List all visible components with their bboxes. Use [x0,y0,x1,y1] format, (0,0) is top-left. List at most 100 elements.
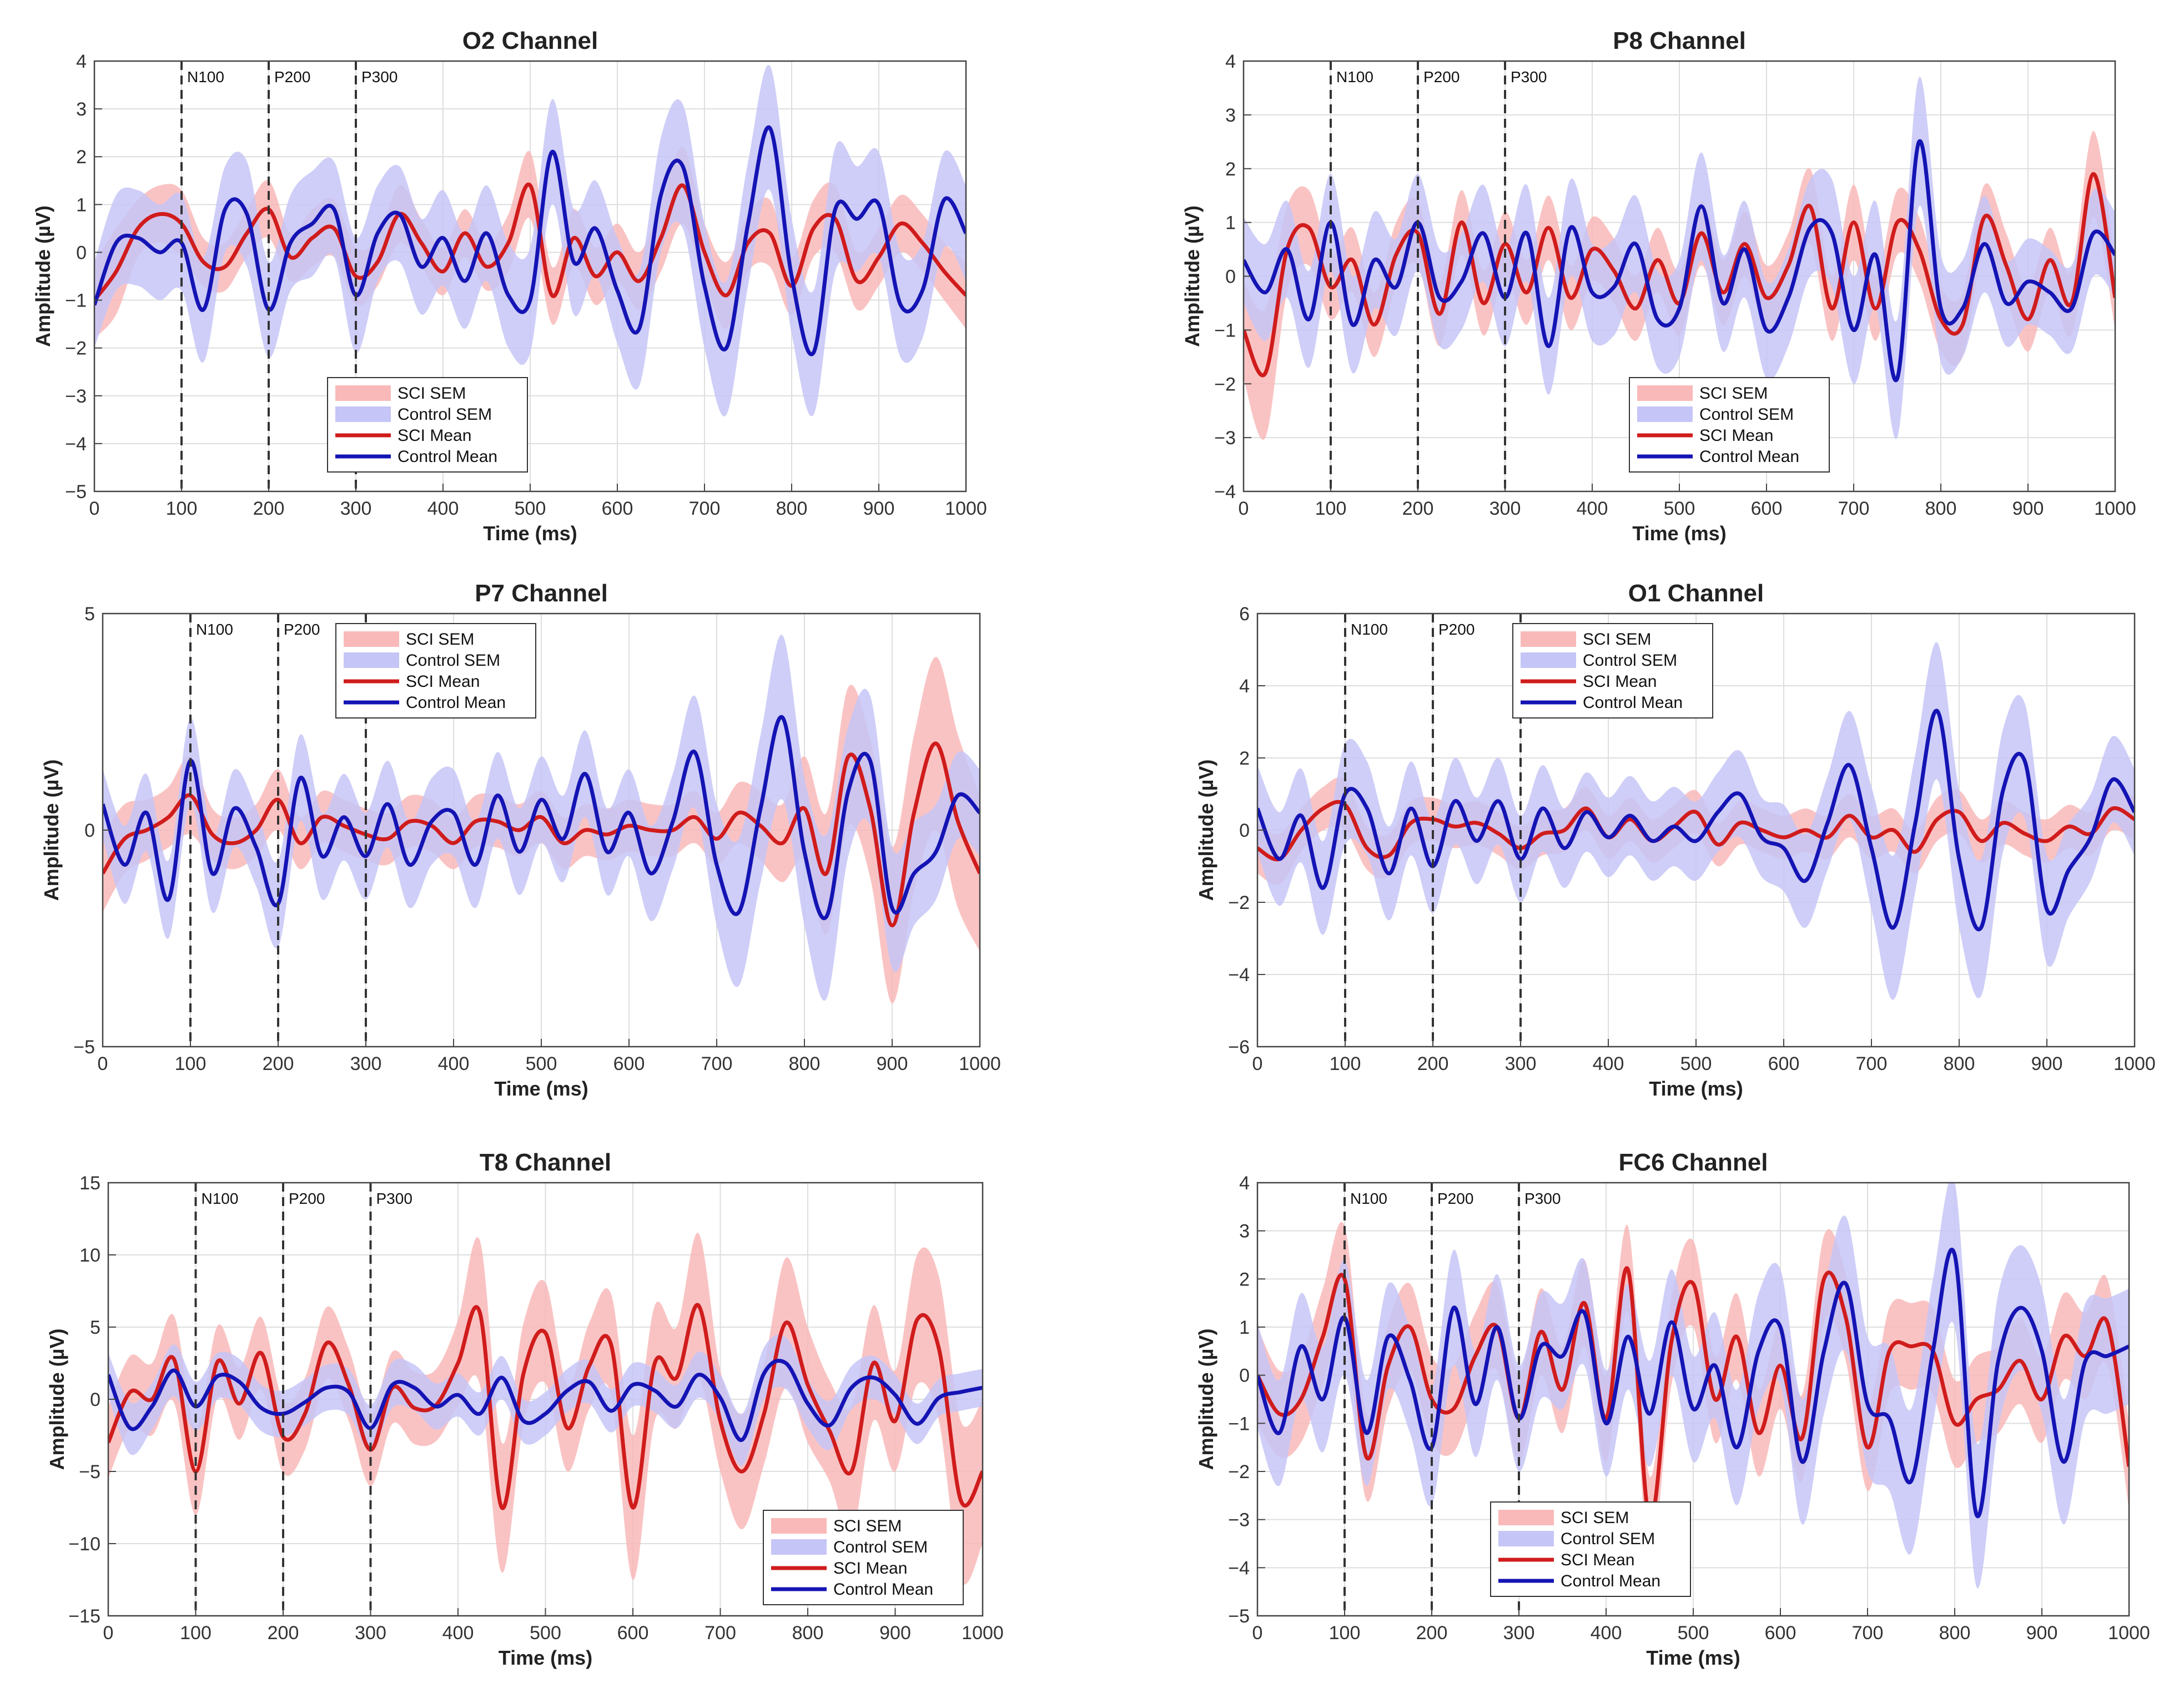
plot-content [1244,77,2115,440]
legend-entry: Control SEM [406,651,500,670]
y-tick-label: −2 [1228,892,1250,913]
legend-swatch [344,631,399,647]
control-mean-line [94,125,966,356]
x-tick-label: 900 [2031,1053,2063,1074]
x-tick-label: 500 [1678,1622,1709,1644]
y-tick-label: −3 [1214,428,1236,449]
legend-entry: SCI SEM [1583,630,1651,649]
plot-content [94,64,966,416]
y-tick-label: 3 [1225,105,1236,126]
y-tick-label: 1 [76,194,87,215]
y-tick-label: −1 [1228,1413,1250,1434]
control-sem-band [1257,1183,2129,1589]
x-tick-label: 300 [355,1622,386,1644]
control-mean-line [1257,709,2135,932]
x-tick-label: 600 [617,1622,649,1644]
y-tick-label: −4 [1214,481,1236,503]
sci-sem-band [108,1233,983,1585]
legend-entry: SCI SEM [833,1517,902,1535]
marker-label-p200: P200 [1437,1190,1473,1207]
y-tick-label: −5 [1228,1606,1250,1627]
x-tick-label: 700 [689,498,721,519]
marker-label-p200: P200 [274,68,310,86]
marker-label-n100: N100 [196,621,233,638]
legend-entry: SCI Mean [833,1559,907,1578]
legend-swatch [771,1518,827,1534]
y-tick-label: −2 [1214,374,1236,395]
y-axis-label: Amplitude (µV) [1181,205,1204,347]
legend-entry: Control Mean [1583,694,1683,712]
x-tick-label: 400 [1591,1622,1622,1644]
legend-entry: SCI SEM [397,384,466,403]
x-tick-label: 600 [1765,1622,1796,1644]
x-tick-label: 100 [1315,498,1347,519]
chart-panel-5: N100 P200 P300 0 100 200 300 400 500 600 700 800 900… [1195,1149,2150,1669]
x-tick-label: 900 [2026,1622,2058,1644]
marker-label-n100: N100 [187,68,224,86]
marker-label-p300: P300 [1511,68,1547,86]
x-tick-label: 900 [863,498,895,519]
x-tick-label: 300 [340,498,372,519]
x-tick-label: 300 [1503,1622,1535,1644]
y-tick-label: 4 [1239,1173,1250,1194]
x-axis-label: Time (ms) [1649,1077,1743,1100]
x-tick-label: 100 [1330,1053,1361,1074]
x-tick-label: 400 [442,1622,474,1644]
x-tick-label: 100 [166,498,198,519]
chart-panel-3: N100P200P3000100200300400500600700800900… [1195,580,2156,1100]
marker-label-n100: N100 [1336,68,1373,86]
x-tick-label: 500 [515,498,546,519]
x-tick-label: 400 [427,498,459,519]
y-tick-label: −3 [1228,1510,1250,1531]
y-tick-label: 4 [1225,51,1236,72]
x-tick-label: 500 [526,1053,557,1074]
x-tick-label: 1000 [962,1622,1004,1644]
y-tick-label: 0 [1225,267,1236,288]
y-tick-label: −2 [65,338,87,359]
control-sem-band [94,64,966,416]
legend-entry: Control Mean [397,448,497,466]
x-tick-label: 200 [1402,498,1434,519]
legend-swatch [335,406,391,422]
x-tick-label: 900 [2012,498,2044,519]
x-tick-label: 800 [789,1053,821,1074]
y-tick-label: 4 [76,51,87,72]
x-tick-label: 1000 [2113,1053,2156,1074]
x-tick-label: 0 [1239,498,1249,519]
x-tick-label: 800 [1925,498,1957,519]
chart-title: O2 Channel [462,27,598,54]
x-tick-label: 800 [1939,1622,1971,1644]
marker-label-n100: N100 [1350,1190,1387,1207]
x-tick-label: 400 [1593,1053,1624,1074]
y-tick-label: 1 [1239,1317,1250,1338]
legend: SCI SEM Control SEM SCI Mean Control Mean [1490,1501,1691,1597]
sci-mean-line [103,741,980,928]
x-tick-label: 700 [1852,1622,1884,1644]
y-tick-label: 6 [1239,604,1250,625]
legend-entry: SCI Mean [397,426,471,445]
chart-title: P7 Channel [475,580,608,607]
x-tick-label: 700 [1838,498,1870,519]
legend-entry: SCI SEM [406,630,474,649]
chart-title: O1 Channel [1628,580,1764,607]
x-tick-label: 0 [98,1053,108,1074]
x-tick-label: 800 [792,1622,824,1644]
x-tick-label: 700 [701,1053,733,1074]
chart-panel-1: N100 P200 P300 0 100 200 300 400 500 600 700 800 900… [1181,27,2136,545]
y-tick-label: 0 [90,1389,100,1410]
legend-entry: Control SEM [1561,1530,1655,1548]
legend-entry: SCI Mean [1583,672,1657,691]
chart-panel-0: N100 P200 P300 0 100 200 300 400 500 600 700 800 900… [32,27,987,545]
y-tick-label: 0 [1239,820,1250,841]
x-tick-label: 100 [175,1053,207,1074]
marker-label-p200: P200 [1438,621,1475,638]
y-tick-label: 2 [1239,748,1250,769]
x-tick-label: 1000 [2108,1622,2150,1644]
y-tick-label: 0 [84,820,95,841]
control-mean-line [1257,1248,2129,1519]
x-tick-label: 500 [1680,1053,1712,1074]
legend-entry: SCI SEM [1561,1509,1629,1527]
x-tick-label: 400 [438,1053,470,1074]
legend-swatch [1637,385,1693,401]
